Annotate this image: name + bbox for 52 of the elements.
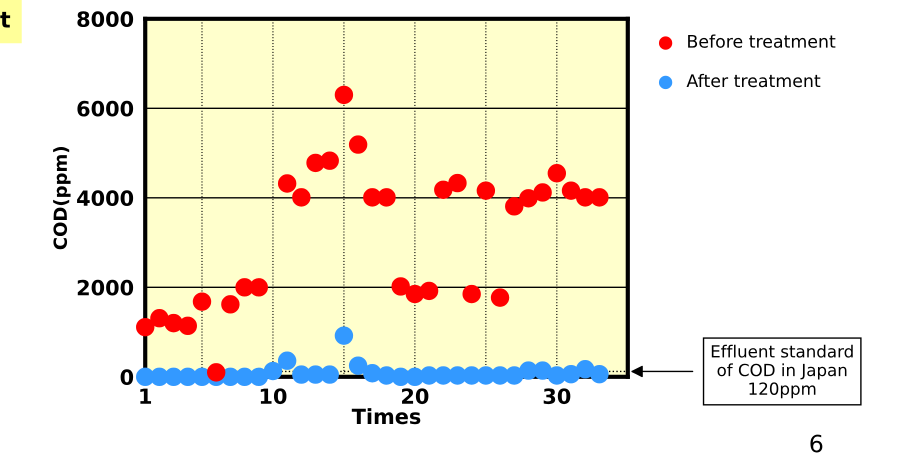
- legend-label: After treatment: [686, 74, 820, 88]
- point: [590, 364, 609, 384]
- point: [320, 151, 339, 170]
- point: [490, 288, 510, 307]
- point: [221, 295, 240, 314]
- point: [434, 180, 452, 199]
- point: [320, 365, 339, 384]
- point: [392, 277, 410, 296]
- x-tick-label: 30: [544, 388, 570, 404]
- x-tick-label: 1: [140, 388, 152, 404]
- y-tick-label: 0: [120, 369, 134, 386]
- text: t: [0, 12, 10, 28]
- x-tick-label: 10: [260, 388, 286, 404]
- point: [136, 318, 154, 336]
- text: 6: [810, 434, 822, 452]
- point: [548, 164, 566, 182]
- point: [590, 188, 609, 207]
- point: [250, 368, 268, 386]
- point: [206, 363, 226, 382]
- point: [420, 282, 438, 300]
- point: [448, 174, 467, 192]
- point: [150, 309, 169, 328]
- point: [334, 86, 354, 104]
- point: [505, 366, 524, 385]
- point: [533, 183, 552, 202]
- y-axis-title: COD(ppm): [53, 147, 71, 250]
- point: [278, 174, 296, 193]
- legend-label: Before treatment: [688, 34, 836, 48]
- point: [462, 284, 481, 304]
- y-tick-label: 4000: [77, 190, 134, 206]
- point: [178, 316, 197, 336]
- point: [264, 362, 282, 380]
- x-tick-label: 20: [402, 388, 428, 404]
- point: [348, 356, 368, 375]
- point: [192, 292, 212, 311]
- point: [505, 197, 524, 216]
- point: [348, 135, 368, 154]
- point: [476, 181, 496, 200]
- ref-line-label: Effluent standard of COD in Japan 120ppm: [712, 344, 853, 398]
- point: [250, 278, 268, 297]
- point: [562, 364, 580, 384]
- point: [334, 326, 354, 345]
- x-axis-title: Times: [352, 408, 420, 424]
- y-tick-label: 2000: [78, 280, 134, 296]
- point: [519, 189, 538, 208]
- point: [292, 188, 311, 207]
- point: [562, 181, 580, 200]
- point: [278, 352, 296, 370]
- point: [377, 188, 396, 207]
- y-tick-label: 8000: [77, 11, 134, 28]
- point: [576, 360, 594, 378]
- y-tick-label: 6000: [77, 100, 134, 117]
